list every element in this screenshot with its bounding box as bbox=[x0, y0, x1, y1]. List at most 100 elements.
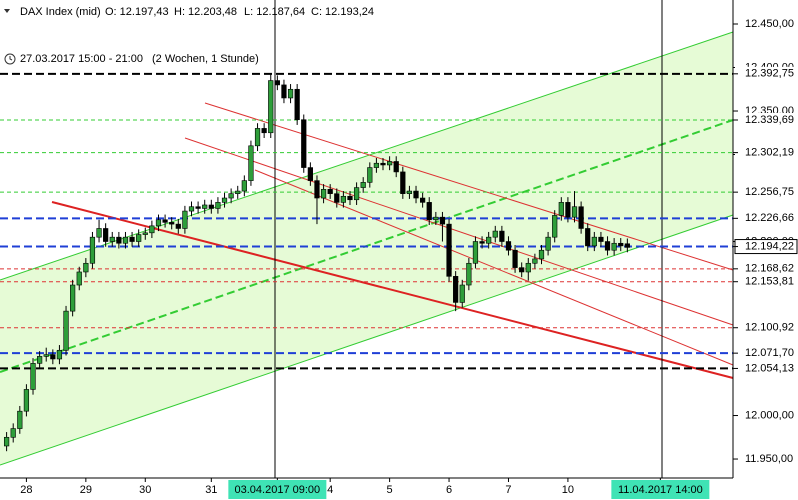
candle-body bbox=[519, 267, 525, 273]
ohlc-close: C: 12.193,24 bbox=[311, 6, 374, 18]
candle-body bbox=[241, 180, 247, 192]
candle-body bbox=[103, 228, 109, 242]
level-label: 12.071,70 bbox=[745, 347, 794, 359]
candle-body bbox=[532, 258, 538, 264]
candle-body bbox=[439, 216, 446, 225]
candle-body bbox=[175, 223, 181, 229]
candle-body bbox=[479, 241, 485, 244]
trend-line bbox=[51, 201, 734, 379]
y-tick-label: 12.000,00 bbox=[745, 409, 794, 421]
candle-body bbox=[235, 190, 241, 194]
x-tick-label: 31 bbox=[205, 484, 217, 496]
candle-body bbox=[598, 236, 604, 242]
x-tick-label: 6 bbox=[446, 484, 452, 496]
candle-body bbox=[591, 236, 597, 247]
level-label-bg bbox=[735, 145, 797, 160]
x-tick-label: 03.04.2017 09:00 bbox=[235, 484, 321, 496]
level-label: 12.168,62 bbox=[745, 263, 794, 275]
x-tick-label: 5 bbox=[387, 484, 393, 496]
candle-body bbox=[215, 202, 221, 209]
candle-body bbox=[261, 128, 267, 134]
candle-body bbox=[109, 236, 115, 242]
candle-body bbox=[466, 262, 472, 286]
channel-upper bbox=[0, 31, 734, 281]
x-tick-label: 30 bbox=[139, 484, 151, 496]
y-tick-label: 11.950,00 bbox=[745, 453, 793, 465]
candle-body bbox=[453, 276, 459, 303]
candle-body bbox=[70, 284, 76, 312]
candle-body bbox=[248, 145, 254, 181]
candle-body bbox=[314, 180, 320, 199]
level-label-bg bbox=[735, 346, 797, 361]
candle-body bbox=[136, 234, 142, 242]
level-label-bg bbox=[735, 112, 797, 127]
candle-body bbox=[571, 206, 578, 218]
candle-body bbox=[433, 216, 439, 221]
clock-icon bbox=[4, 53, 16, 65]
level-label-bg bbox=[735, 185, 797, 200]
y-tick-label: 12.450,00 bbox=[745, 18, 794, 30]
candle-body bbox=[182, 210, 188, 229]
level-label: 12.302,19 bbox=[745, 147, 794, 159]
candles bbox=[3, 73, 630, 452]
level-label-bg bbox=[735, 211, 797, 226]
candle-body bbox=[552, 215, 558, 238]
candle-body bbox=[202, 204, 208, 209]
candle-body bbox=[340, 195, 346, 203]
level-label: 12.339,69 bbox=[745, 114, 794, 126]
down-channel-line bbox=[204, 102, 734, 271]
candle-body bbox=[10, 428, 16, 438]
channel-fill bbox=[0, 32, 733, 465]
level-label: 12.226,66 bbox=[745, 212, 794, 224]
x-tick-label: 7 bbox=[505, 484, 511, 496]
candle-body bbox=[294, 88, 300, 121]
candle-body bbox=[387, 161, 393, 166]
candle-body bbox=[406, 190, 413, 194]
candle-body bbox=[512, 249, 518, 268]
candle-body bbox=[116, 236, 122, 244]
level-label-bg bbox=[735, 320, 797, 335]
level-label: 12.194,22 bbox=[745, 240, 794, 252]
level-label: 12.100,92 bbox=[745, 322, 794, 334]
candle-body bbox=[50, 354, 56, 360]
candle-body bbox=[611, 242, 617, 251]
period-note: (2 Wochen, 1 Stunde) bbox=[152, 53, 259, 65]
candle-body bbox=[301, 119, 307, 168]
candle-body bbox=[254, 128, 261, 147]
candle-body bbox=[413, 190, 419, 199]
candle-body bbox=[558, 202, 564, 216]
candle-body bbox=[499, 230, 505, 242]
candle-body bbox=[208, 204, 214, 209]
candle-body bbox=[43, 354, 49, 357]
candle-body bbox=[525, 262, 531, 273]
candle-body bbox=[334, 193, 340, 203]
down-channel-line bbox=[184, 137, 734, 326]
candle-body bbox=[221, 197, 228, 203]
ohlc-open: O: 12.197,43 bbox=[105, 6, 169, 18]
dropdown-icon bbox=[4, 9, 10, 13]
candle-body bbox=[565, 202, 571, 218]
candle-body bbox=[347, 195, 353, 201]
candle-body bbox=[604, 241, 611, 251]
candle-body bbox=[307, 167, 313, 181]
candle-body bbox=[380, 162, 386, 166]
candle-body bbox=[228, 193, 234, 199]
candle-body bbox=[373, 162, 380, 168]
candle-body bbox=[578, 206, 584, 229]
instrument-title: DAX Index (mid) bbox=[20, 6, 101, 18]
candle-body bbox=[360, 182, 366, 188]
candle-body bbox=[472, 241, 479, 264]
candle-body bbox=[393, 161, 399, 173]
candle-body bbox=[353, 187, 360, 201]
clock-hands bbox=[9, 56, 13, 61]
x-tick-label: 28 bbox=[20, 484, 32, 496]
x-tick-highlight bbox=[611, 480, 710, 499]
candle-body bbox=[538, 249, 545, 260]
candle-body bbox=[327, 189, 333, 194]
x-tick-label: 4 bbox=[327, 484, 333, 496]
candle-body bbox=[446, 223, 452, 277]
level-label: 12.153,81 bbox=[745, 276, 794, 288]
candle-body bbox=[56, 349, 63, 360]
candle-body bbox=[63, 310, 69, 351]
candle-body bbox=[420, 197, 426, 203]
